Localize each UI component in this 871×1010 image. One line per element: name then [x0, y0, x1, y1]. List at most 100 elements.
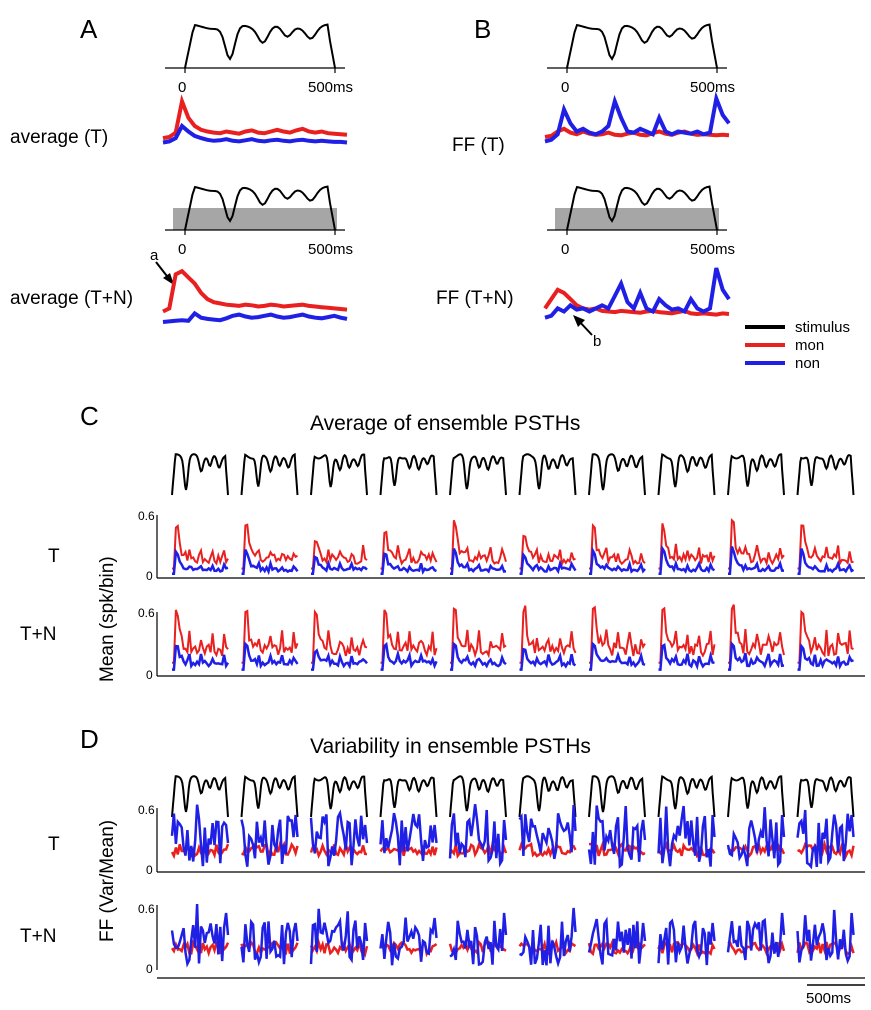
panel-d-row1-col-5-non-trace [448, 804, 508, 868]
panel-a-bottom-tick-0: 0 [178, 241, 186, 258]
panel-c-row2-col-7-non-trace [589, 641, 646, 671]
panel-c-stimulus-col-9 [727, 453, 785, 496]
panel-c-row1-col-9-non-trace [728, 546, 784, 576]
panel-c-row2-ytick-top: 0.6 [138, 606, 155, 620]
panel-c-row2-col-9-non-trace [728, 640, 785, 671]
panel-a-bottom-tick-500: 500ms [308, 241, 353, 258]
panel-c-stimulus-col-8 [657, 453, 716, 496]
panel-c-row2-col-10-mon-trace [797, 609, 854, 664]
panel-b-top-tick-0: 0 [561, 79, 569, 96]
panel-b-row1-stimulus-trace [566, 23, 718, 69]
panel-d-row2-col-10-non-trace [796, 909, 855, 965]
panel-c-row1-ytick-bottom: 0 [146, 569, 153, 583]
panel-c-row1-col-7-mon-trace [589, 522, 646, 570]
panel-letter-c: C [80, 401, 99, 431]
panel-c-stimulus-col-1 [171, 453, 229, 496]
panel-c-row2-col-7-mon-trace [589, 605, 646, 664]
panel-d-stimulus-col-7 [588, 775, 646, 818]
panel-c-row2-col-6-non-trace [519, 647, 577, 671]
legend: stimulus mon non [745, 319, 850, 372]
panel-c-row2-col-2-non-trace [241, 641, 299, 671]
panel-a-row1-stimulus-trace [184, 23, 336, 69]
panel-c-stimulus-col-10 [796, 454, 855, 496]
panel-d-row2-col-7-non-trace [587, 916, 647, 965]
panel-d-row2-col-3-non-trace [309, 908, 369, 965]
legend-label-non: non [795, 355, 820, 372]
panel-c-row1-label: T [48, 546, 60, 567]
panel-d-row1-col-1-non-trace [170, 804, 230, 867]
panel-a-row2-non-trace [162, 310, 348, 324]
panel-d-row2-col-3-mon-trace [309, 937, 369, 959]
panel-letter-a: A [80, 14, 98, 44]
panel-b-row1-non-trace [544, 91, 731, 144]
panel-c-row1-col-9-mon-trace [728, 517, 785, 570]
panel-c-row1-col-5-non-trace [450, 548, 507, 576]
panel-a-top-tick-500: 500ms [308, 79, 353, 96]
panel-d-row1-col-3-non-trace [309, 809, 369, 867]
panel-d-row2-ytick-top: 0.6 [138, 902, 155, 916]
panel-c-row2-ytick-bottom: 0 [146, 668, 153, 682]
panel-c-row2-col-4-mon-trace [380, 609, 438, 664]
panel-a-arrow-label: a [150, 247, 159, 264]
panel-c-stimulus-col-4 [379, 454, 438, 496]
panel-a-row1-non-trace [162, 122, 348, 145]
panel-a-row2-label: average (T+N) [10, 288, 133, 309]
panel-d-stimulus-col-5 [449, 775, 507, 818]
panel-c-stimulus-col-6 [518, 453, 577, 496]
panel-c-row2-col-1-mon-trace [172, 609, 229, 664]
panel-d-row2-label: T+N [20, 926, 56, 947]
panel-a-row2-mon-trace [162, 268, 348, 314]
panel-c-row2-col-8-mon-trace [658, 606, 716, 664]
panel-d-stimulus-col-6 [518, 775, 577, 818]
panel-d-stimulus-col-3 [310, 775, 368, 818]
panel-b-bottom-tick-500: 500ms [690, 241, 735, 258]
panel-c-row1-col-4-non-trace [380, 552, 437, 576]
panel-c-row1-col-10-non-trace [797, 548, 855, 576]
panel-c-stimulus-col-7 [588, 453, 646, 496]
panel-c-row1-col-2-non-trace [241, 549, 299, 576]
scale-bar-label: 500ms [806, 990, 851, 1007]
panel-c-row2-col-9-mon-trace [728, 604, 785, 664]
panel-a-arrow-head [163, 273, 174, 285]
panel-d-row1-col-10-non-trace [796, 809, 855, 870]
panel-d-title: Variability in ensemble PSTHs [310, 735, 591, 758]
panel-d-row2-col-2-non-trace [240, 918, 299, 967]
panel-d-row1-col-9-non-trace [726, 807, 786, 869]
panel-d-row2-col-4-non-trace [379, 917, 438, 966]
panel-a-top-tick-0: 0 [178, 79, 186, 96]
panel-d-row1-col-6-non-trace [518, 804, 577, 860]
panel-d-row2-col-8-non-trace [657, 918, 716, 966]
panel-b-row1-label: FF (T) [452, 135, 505, 156]
panel-b-row2-noise-bar [555, 208, 719, 230]
panel-b-bottom-tick-0: 0 [561, 241, 569, 258]
legend-label-mon: mon [795, 337, 824, 354]
panel-c-row2-col-6-mon-trace [519, 605, 577, 664]
panel-d-row1-col-4-non-trace [379, 812, 438, 866]
panel-b-row2-stimulus-trace [566, 185, 718, 231]
panel-c-row1-col-3-mon-trace [311, 539, 368, 570]
panel-letter-b: B [474, 14, 491, 44]
panel-letter-d: D [80, 724, 99, 754]
panel-d-row1-col-2-non-trace [240, 814, 299, 867]
panel-c-row1-ytick-top: 0.6 [138, 509, 155, 523]
panel-d-stimulus-col-8 [657, 775, 716, 818]
panel-c-stimulus-col-2 [240, 452, 299, 496]
panel-c-row1-col-1-non-trace [172, 548, 229, 576]
panel-c-row2-col-2-mon-trace [241, 609, 299, 664]
panel-d-stimulus-col-9 [727, 775, 785, 818]
panel-c-row2-col-5-non-trace [450, 641, 507, 671]
panel-c-row1-col-8-non-trace [658, 544, 716, 576]
panel-a-row1-label: average (T) [10, 127, 108, 148]
panel-c-row1-col-2-mon-trace [241, 523, 298, 570]
panel-d-row1-col-7-mon-trace [588, 839, 646, 858]
panel-c-row2-col-8-non-trace [658, 642, 715, 671]
panel-a-row1-mon-trace [162, 94, 348, 141]
panel-d-row1-ytick-top: 0.6 [138, 803, 155, 817]
panel-c-ylabel: Mean (spk/bin) [97, 556, 118, 682]
panel-b-row2-label: FF (T+N) [436, 288, 514, 309]
panel-d-row1-label: T [48, 834, 60, 855]
panel-c-row1-col-3-non-trace [311, 554, 368, 576]
legend-label-stimulus: stimulus [795, 319, 850, 336]
panel-c-stimulus-col-5 [449, 453, 507, 496]
